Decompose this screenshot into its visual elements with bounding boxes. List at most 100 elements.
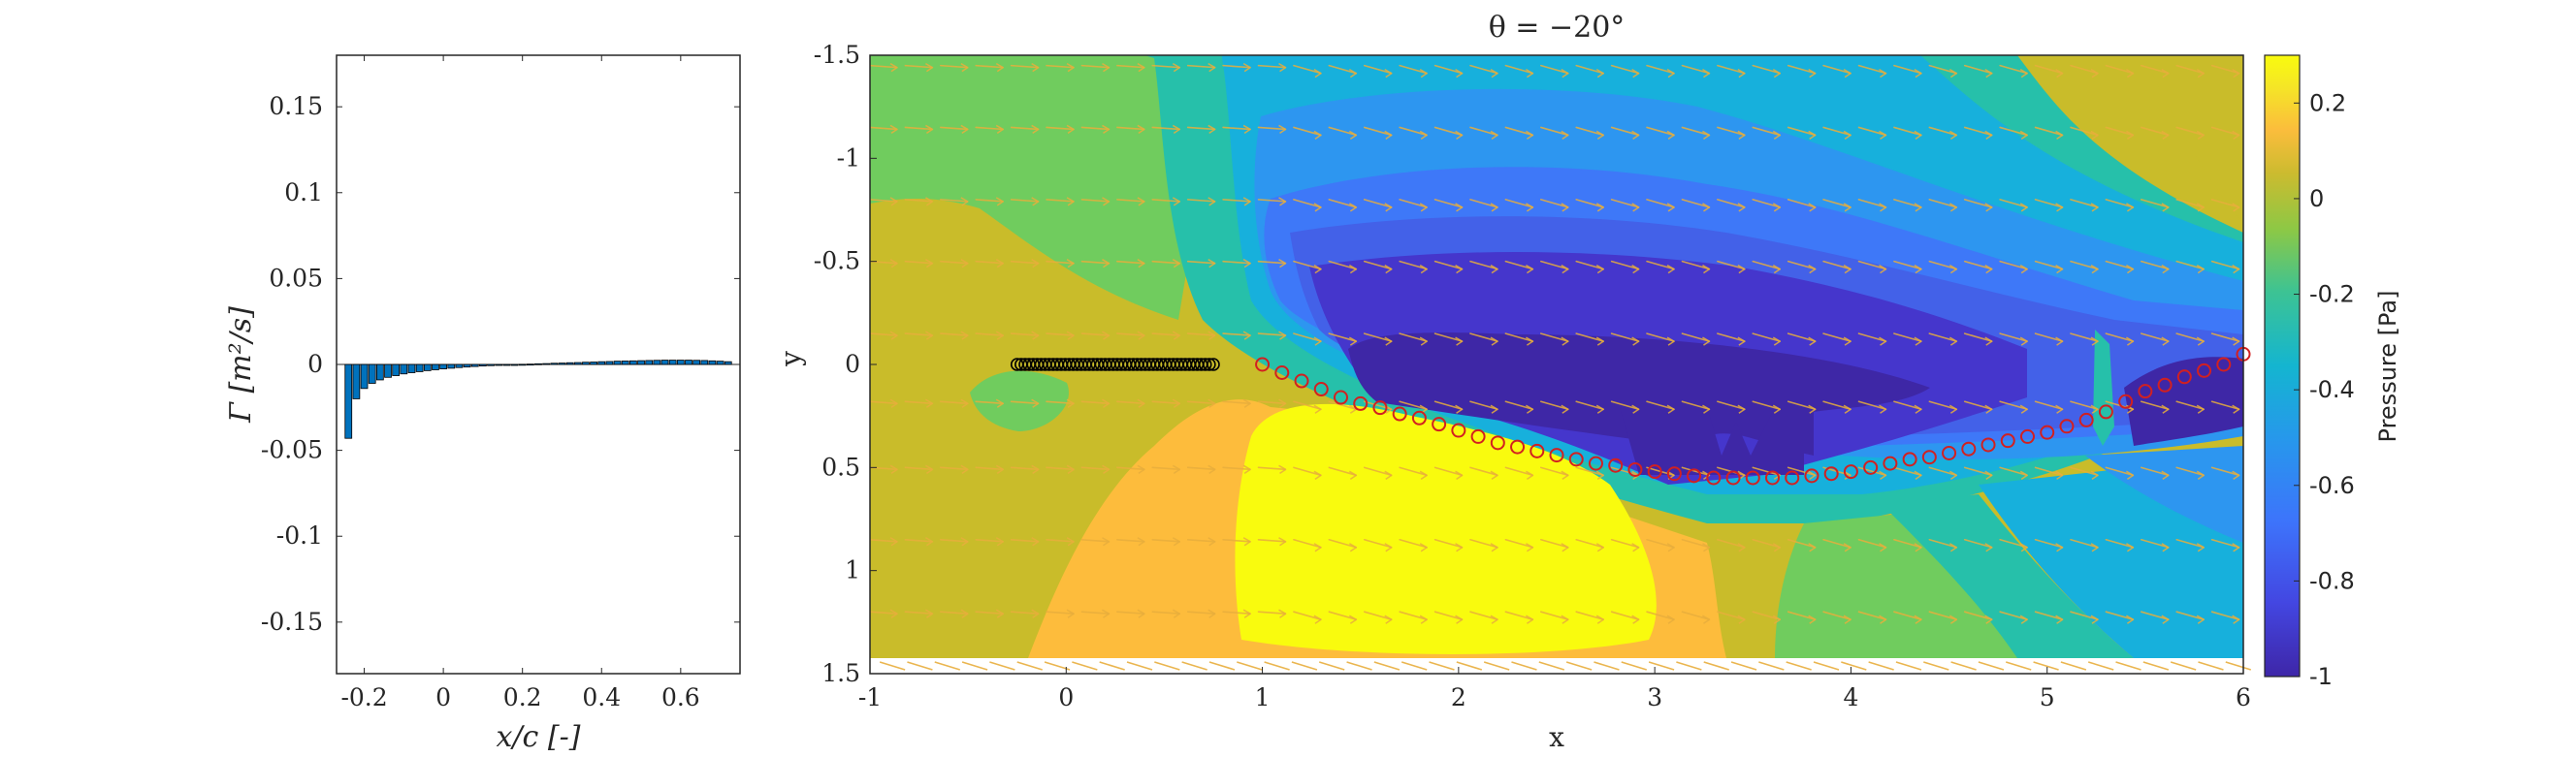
pressure-y-tick-label: 1: [845, 556, 860, 584]
ground-arrows: [879, 661, 2252, 671]
velocity-arrows: [870, 62, 2240, 624]
wake-vortex-marker: [1470, 428, 1486, 444]
circulation-y-tick-label: -0.05: [261, 436, 323, 464]
pressure-chart: θ = −20°: [775, 11, 2252, 753]
wake-vortex-marker: [1961, 441, 1977, 457]
circulation-bar: [597, 361, 606, 365]
circulation-bar: [637, 360, 645, 365]
circulation-bar: [526, 363, 534, 366]
circulation-bar: [668, 360, 677, 365]
wake-vortex-marker: [2138, 384, 2153, 399]
circulation-bar: [518, 363, 527, 366]
wake-vortex-marker: [2040, 425, 2055, 440]
wake-vortex-marker: [1255, 357, 1271, 372]
wake-vortex-marker: [1804, 468, 1819, 484]
pressure-y-tick-label: 1.5: [821, 659, 860, 687]
wake-vortex-marker: [1647, 464, 1662, 480]
colorbar-ticks: 0.2 0 -0.2 -0.4 -0.6 -0.8 -1: [2294, 89, 2355, 690]
circulation-bar: [502, 363, 511, 366]
wake-vortex-marker: [1863, 459, 1879, 475]
pressure-x-tick-label: 0: [1058, 683, 1074, 711]
circulation-y-tick-label: 0.1: [284, 178, 323, 206]
circulation-bar: [384, 363, 392, 378]
wake-vortex-marker: [1274, 365, 1290, 381]
wake-vortex-marker: [1510, 439, 1526, 455]
body-panel-marker: [1203, 358, 1216, 371]
circulation-bar: [708, 360, 717, 365]
circulation-y-ticks: 0.15 0.1 0.05 0 -0.05 -0.1 -0.15: [261, 92, 740, 636]
circulation-bar: [368, 363, 376, 384]
circulation-bar: [653, 360, 661, 365]
circulation-bar: [510, 363, 519, 366]
wake-vortex-marker: [2157, 377, 2173, 393]
wake-vortex-marker: [1942, 445, 1957, 460]
colorbar-tick-label: -0.2: [2309, 281, 2355, 308]
pressure-chart-title: θ = −20°: [1489, 11, 1626, 45]
circulation-bar: [550, 363, 559, 365]
circulation-bar: [613, 361, 622, 365]
circulation-bar: [447, 363, 456, 369]
wake-vortex-marker: [1666, 466, 1682, 482]
wake-vortex-marker: [1706, 470, 1722, 486]
circulation-bar: [629, 360, 637, 365]
colorbar-gradient: [2264, 54, 2301, 678]
pressure-x-label: x: [1549, 721, 1564, 753]
circulation-x-tick-label: 0.4: [582, 683, 621, 711]
wake-vortex-markers: [1255, 346, 2251, 486]
circulation-bar: [724, 361, 732, 365]
colorbar-tick-label: -0.8: [2309, 567, 2355, 594]
colorbar-label: Pressure [Pa]: [2374, 291, 2401, 443]
circulation-x-tick-label: -0.2: [340, 683, 387, 711]
wake-vortex-marker: [1451, 423, 1466, 438]
wake-vortex-marker: [1785, 470, 1800, 486]
circulation-y-label: Γ [m²/s]: [224, 306, 258, 424]
circulation-bar: [344, 363, 353, 439]
circulation-y-tick-label: 0.05: [269, 264, 323, 292]
colorbar-tick-label: -0.4: [2309, 376, 2355, 403]
wake-vortex-marker: [2098, 404, 2113, 420]
wake-vortex-marker: [1843, 464, 1858, 480]
circulation-chart: 0.15 0.1 0.05 0 -0.05 -0.1 -0.15 -0.2 0 0.2 0.4 0.…: [224, 54, 741, 754]
pressure-x-tick-label: 4: [1843, 683, 1858, 711]
circulation-bars: [344, 360, 732, 439]
wake-vortex-marker: [2176, 369, 2192, 385]
circulation-bar: [621, 361, 629, 365]
circulation-bar: [479, 363, 487, 366]
wake-vortex-marker: [2078, 412, 2094, 427]
pressure-contours: [870, 55, 2243, 658]
wake-vortex-marker: [1687, 468, 1702, 484]
wake-vortex-marker: [1921, 450, 1937, 465]
wake-vortex-marker: [2059, 419, 2075, 434]
circulation-bar: [392, 363, 401, 376]
pressure-y-tick-label: 0: [845, 350, 860, 378]
circulation-bar: [676, 360, 685, 365]
circulation-bar: [360, 363, 369, 390]
wake-vortex-marker: [2019, 428, 2035, 444]
circulation-bar: [415, 363, 424, 372]
circulation-bar: [400, 363, 408, 375]
wake-vortex-marker: [2118, 394, 2134, 409]
circulation-bar: [352, 363, 361, 399]
wake-vortex-marker: [2216, 357, 2232, 372]
circulation-bar: [495, 363, 503, 366]
pressure-x-tick-label: 3: [1647, 683, 1662, 711]
wake-vortex-marker: [1294, 373, 1309, 389]
wake-vortex-marker: [1549, 448, 1564, 463]
colorbar-tick-label: 0.2: [2309, 89, 2346, 116]
circulation-bar: [534, 363, 542, 365]
pressure-x-tick-label: 6: [2236, 683, 2251, 711]
circulation-y-tick-label: 0.15: [269, 92, 323, 120]
wake-vortex-marker: [1765, 470, 1781, 486]
circulation-bar: [716, 361, 724, 365]
circulation-y-tick-label: -0.1: [276, 521, 323, 550]
pressure-x-tick-label: 2: [1451, 683, 1466, 711]
wake-vortex-marker: [1823, 466, 1839, 482]
circulation-bar: [487, 363, 495, 366]
colorbar-tick-label: -0.6: [2309, 472, 2355, 499]
circulation-x-tick-label: 0.6: [661, 683, 700, 711]
circulation-bar: [685, 360, 692, 365]
wake-vortex-marker: [1490, 435, 1505, 451]
circulation-y-tick-label: 0: [307, 350, 323, 378]
circulation-bar: [590, 362, 597, 365]
